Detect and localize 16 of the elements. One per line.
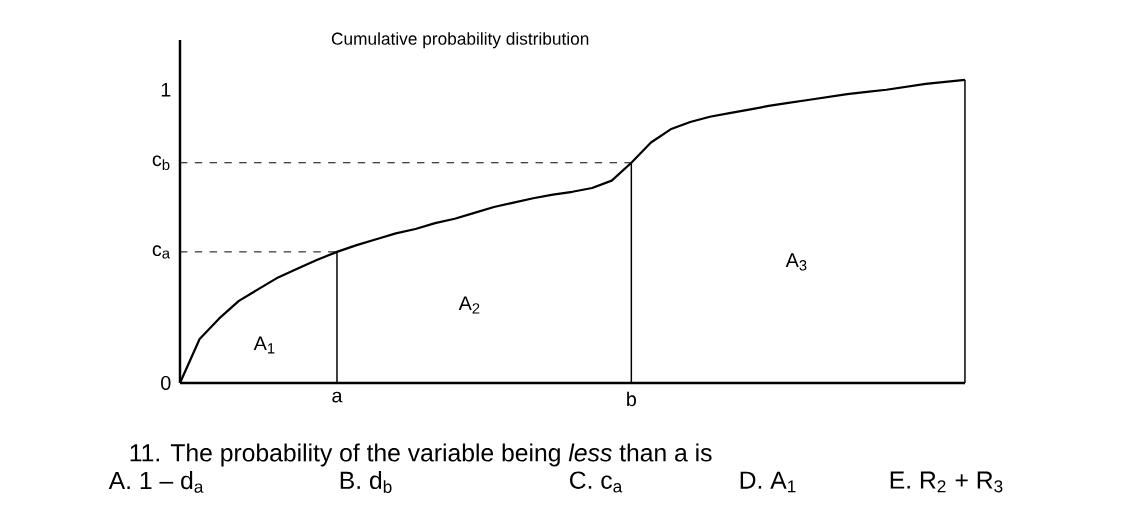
annotation: A$_{1}$ (253, 336, 275, 354)
text: C. c$_{a}$ (570, 471, 623, 493)
y-tick-label: c$_{b}$ (152, 155, 170, 171)
text: E. R$_{2}$ + R$_{3}$ (890, 471, 1003, 493)
text: 11. The probability of the variable being less than a is (130, 443, 712, 467)
x-tick-label: b (627, 391, 636, 407)
chart-title: Cumulative probability distribution (331, 32, 589, 49)
annotation: A$_{3}$ (785, 253, 807, 271)
annotation: A$_{2}$ (458, 296, 480, 314)
y-tick-label: c$_{a}$ (152, 245, 171, 259)
y-tick-label: 1 (161, 82, 171, 97)
text: D. A$_{1}$ (740, 471, 796, 493)
y-tick-label: 0 (161, 375, 171, 390)
text: B. d$_{b}$ (340, 470, 392, 494)
x-tick-label: a (332, 391, 343, 403)
text: A. 1 – d$_{a}$ (108, 471, 204, 493)
